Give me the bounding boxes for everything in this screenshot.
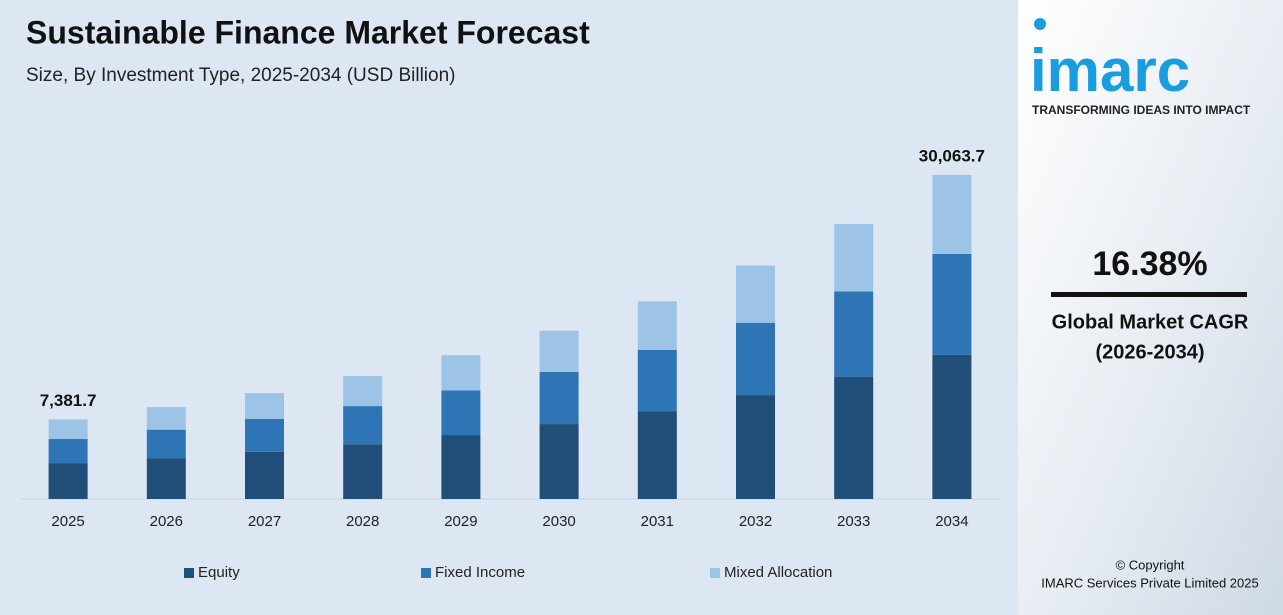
- logo: imarc: [1030, 37, 1190, 104]
- bar-segment: [834, 291, 874, 377]
- total-label: 7,381.7: [40, 391, 97, 410]
- legend-swatch: [421, 568, 431, 578]
- chart-title: Sustainable Finance Market Forecast: [26, 14, 590, 50]
- x-tick-label: 2028: [346, 513, 379, 530]
- x-tick-label: 2033: [837, 513, 870, 530]
- bar-segment: [146, 429, 186, 459]
- bar-segment: [48, 439, 88, 464]
- bar-segment: [245, 418, 284, 452]
- bar-segment: [245, 393, 284, 419]
- cagr-period: (2026-2034): [1096, 341, 1205, 363]
- chart-subtitle: Size, By Investment Type, 2025-2034 (USD…: [26, 65, 455, 86]
- tagline: TRANSFORMING IDEAS INTO IMPACT: [1032, 103, 1251, 117]
- x-tick-label: 2029: [444, 513, 477, 530]
- total-label: 30,063.7: [919, 146, 985, 165]
- bar-segment: [637, 349, 677, 412]
- bar-segment: [834, 223, 874, 292]
- bar-segment: [146, 407, 186, 430]
- bar-segment: [932, 354, 972, 499]
- bar-segment: [539, 371, 579, 425]
- bar-segment: [343, 375, 383, 407]
- bar-segment: [343, 406, 383, 445]
- bar-segment: [441, 390, 481, 436]
- cagr-value: 16.38%: [1092, 245, 1207, 283]
- cagr-rule: [1051, 292, 1247, 297]
- bar-segment: [736, 265, 775, 323]
- x-tick-label: 2034: [935, 513, 968, 530]
- x-tick-label: 2031: [641, 513, 674, 530]
- side-background: [1018, 0, 1283, 615]
- bar-segment: [539, 424, 579, 499]
- bar-segment: [343, 444, 383, 499]
- x-tick-label: 2032: [739, 513, 772, 530]
- legend-label: Mixed Allocation: [724, 564, 832, 581]
- x-tick-label: 2026: [150, 513, 183, 530]
- legend-swatch: [184, 568, 194, 578]
- bar-segment: [932, 253, 972, 355]
- x-tick-label: 2030: [542, 513, 575, 530]
- bar-segment: [637, 301, 677, 350]
- logo-dot: [1034, 18, 1046, 30]
- bar-segment: [146, 458, 186, 499]
- bar-segment: [48, 463, 88, 499]
- bar-segment: [834, 376, 874, 499]
- cagr-label: Global Market CAGR: [1052, 311, 1249, 333]
- x-tick-label: 2027: [248, 513, 281, 530]
- bar-segment: [736, 322, 775, 396]
- x-tick-label: 2025: [51, 513, 84, 530]
- bar-segment: [245, 451, 284, 499]
- bar-segment: [539, 330, 579, 372]
- bar-segment: [48, 419, 88, 440]
- legend-swatch: [710, 568, 720, 578]
- company: IMARC Services Private Limited 2025: [1041, 575, 1258, 590]
- bar-segment: [736, 395, 775, 499]
- bar-segment: [932, 174, 972, 254]
- legend-label: Fixed Income: [435, 564, 525, 581]
- copyright: © Copyright: [1116, 557, 1185, 572]
- legend-label: Equity: [198, 564, 240, 581]
- bar-segment: [441, 435, 481, 499]
- bar-segment: [441, 355, 481, 391]
- bar-segment: [637, 411, 677, 499]
